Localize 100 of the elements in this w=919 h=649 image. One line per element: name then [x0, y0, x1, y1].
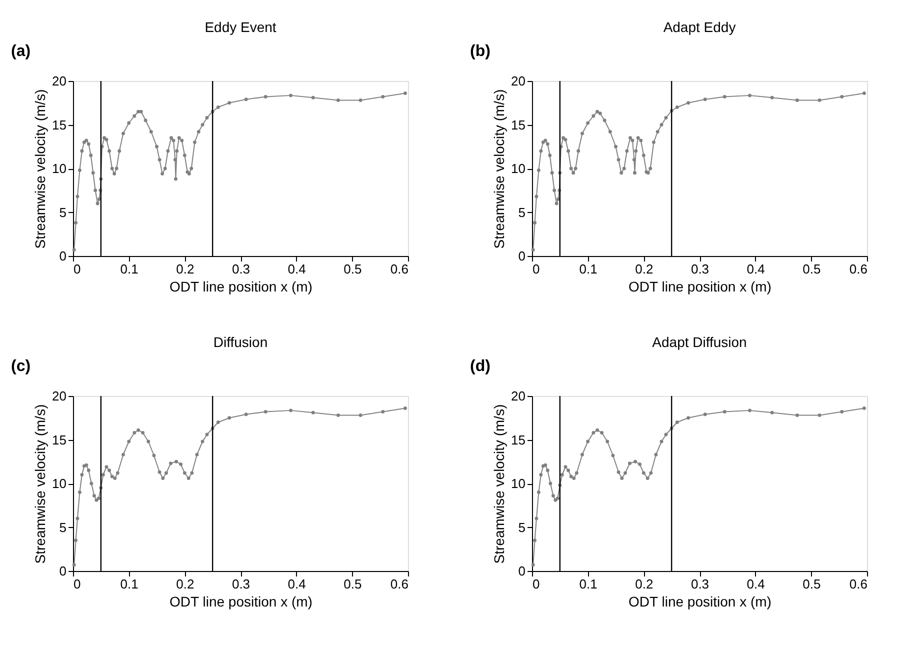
point — [216, 420, 220, 424]
point — [722, 410, 726, 414]
point — [660, 440, 664, 444]
point — [141, 431, 145, 434]
x-tick-label: 0.4 — [288, 576, 306, 592]
x-tick-label: 0.5 — [802, 576, 821, 592]
y-axis-title: Streamwise velocity (m/s) — [32, 89, 48, 249]
point — [190, 471, 194, 475]
x-tick-label: 0.3 — [232, 576, 250, 592]
x-tick-label: 0 — [74, 262, 81, 276]
y-tick-label: 15 — [511, 432, 526, 448]
point — [840, 410, 844, 414]
point — [531, 563, 535, 567]
point — [80, 473, 84, 476]
text: (a) — [11, 43, 31, 60]
x-tick-label: 0.1 — [579, 576, 598, 592]
point — [686, 416, 690, 420]
y-tick-label: 5 — [59, 520, 66, 535]
x-axis-title: ODT line position x (m) — [628, 594, 772, 610]
x-tick-label: 0.2 — [176, 576, 194, 592]
y-tick-label: 15 — [52, 432, 66, 448]
text: (c) — [11, 358, 31, 375]
point — [74, 538, 78, 542]
y-axis-title: Streamwise velocity (m/s) — [491, 404, 508, 564]
point — [818, 414, 822, 417]
point — [642, 471, 646, 475]
x-tick-label: 0 — [532, 262, 540, 276]
point — [228, 416, 232, 420]
point — [104, 465, 108, 469]
point — [748, 408, 752, 412]
point — [611, 454, 615, 458]
point — [127, 440, 131, 444]
y-tick-label: 10 — [52, 161, 66, 176]
x-tick-label: 0.2 — [635, 576, 654, 592]
x-tick-label: 0.4 — [288, 262, 306, 276]
y-tick-label: 15 — [511, 117, 526, 132]
y-tick-label: 5 — [59, 204, 66, 220]
point — [195, 452, 199, 456]
point — [548, 482, 552, 486]
point — [536, 490, 540, 494]
point — [92, 494, 96, 498]
point — [311, 410, 315, 414]
point — [616, 470, 620, 474]
point — [628, 462, 632, 466]
x-tick-label: 0.1 — [120, 262, 138, 276]
point — [182, 471, 186, 475]
y-tick-label: 20 — [511, 388, 526, 404]
point — [358, 414, 362, 417]
x-tick-label: 0.4 — [746, 262, 765, 276]
x-tick-label: 0.4 — [746, 576, 765, 592]
point — [264, 410, 268, 414]
point — [546, 468, 550, 472]
point — [534, 516, 538, 520]
point — [624, 471, 627, 475]
point — [569, 474, 573, 478]
point — [539, 473, 543, 476]
y-tick-label: 0 — [59, 564, 66, 578]
y-tick-label: 10 — [52, 476, 66, 491]
point — [580, 452, 584, 456]
point — [146, 440, 150, 444]
x-axis-title: ODT line position x (m) — [170, 278, 312, 294]
point — [186, 476, 190, 480]
point — [289, 408, 292, 412]
x-tick-label: 0.3 — [690, 262, 710, 276]
x-tick-label: 0.6 — [390, 576, 408, 592]
y-tick-label: 20 — [52, 74, 66, 88]
x-tick-label: 0 — [74, 576, 81, 592]
point — [560, 473, 564, 476]
point — [403, 406, 407, 410]
chart-title: Adapt Eddy — [663, 19, 736, 35]
x-tick-label: 0.2 — [176, 262, 194, 276]
point — [179, 462, 182, 466]
point — [592, 431, 596, 434]
point — [551, 494, 555, 498]
point — [572, 476, 576, 480]
point — [86, 468, 90, 472]
point — [158, 470, 162, 474]
x-tick-label: 0.3 — [232, 262, 250, 276]
point — [174, 460, 178, 464]
point — [168, 462, 172, 466]
y-tick-label: 5 — [518, 204, 526, 220]
text: (d) — [470, 358, 490, 375]
y-tick-label: 20 — [511, 74, 526, 88]
point — [564, 465, 568, 469]
x-tick-label: 0.5 — [344, 576, 362, 592]
x-tick-label: 0.6 — [390, 262, 408, 276]
x-tick-label: 0.2 — [635, 262, 654, 276]
y-tick-label: 0 — [518, 564, 526, 578]
point — [152, 454, 156, 458]
point — [110, 474, 114, 478]
x-tick-label: 0.1 — [579, 262, 598, 276]
point — [381, 410, 385, 414]
y-tick-label: 15 — [52, 117, 66, 132]
y-tick-label: 10 — [511, 476, 526, 491]
point — [646, 476, 650, 480]
x-axis-title: ODT line position x (m) — [628, 278, 772, 294]
point — [161, 476, 165, 480]
point — [78, 490, 82, 494]
point — [205, 432, 209, 436]
point — [574, 471, 578, 475]
